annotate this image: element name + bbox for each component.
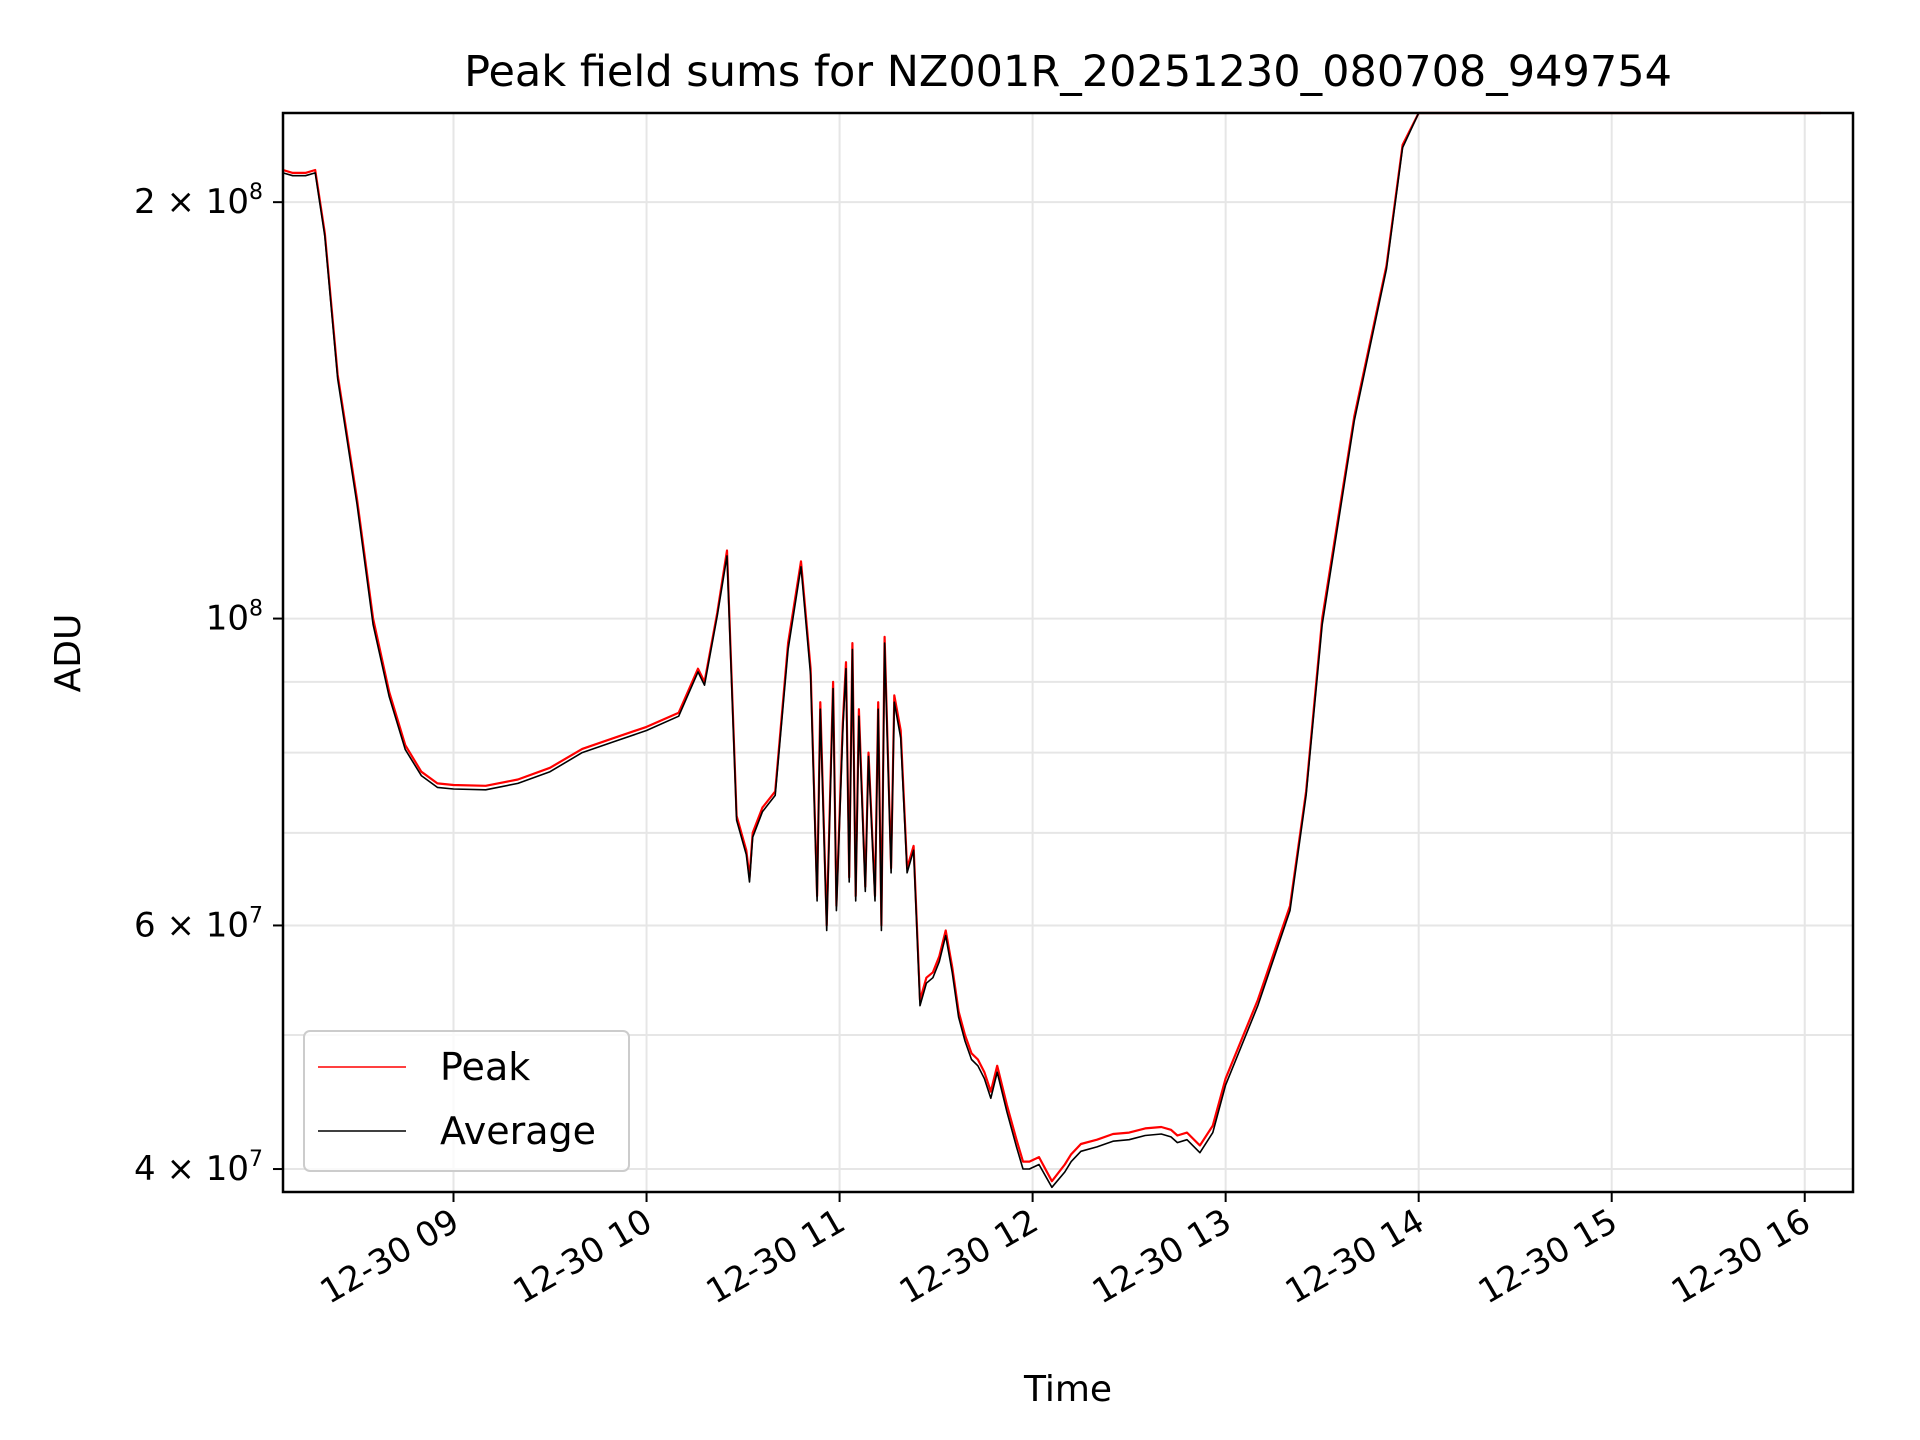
series-line-average: [282, 112, 1821, 1189]
chart-title: Peak field sums for NZ001R_20251230_0807…: [464, 47, 1672, 97]
plot-series: [282, 111, 1821, 1189]
y-tick-label: 6 × 107: [134, 903, 263, 945]
legend: Peak Average: [303, 1030, 630, 1172]
y-axis-label: ADU: [48, 614, 89, 693]
x-axis-label: Time: [1023, 1369, 1112, 1410]
axes-frame: [281, 111, 1855, 1194]
y-tick-label: 2 × 108: [134, 180, 263, 222]
legend-label-peak: Peak: [440, 1045, 530, 1089]
legend-box: [303, 1030, 630, 1172]
legend-label-average: Average: [440, 1109, 596, 1153]
grid: [283, 113, 1853, 1192]
series-line-peak: [282, 111, 1821, 1183]
y-tick-label: 4 × 107: [134, 1147, 263, 1189]
